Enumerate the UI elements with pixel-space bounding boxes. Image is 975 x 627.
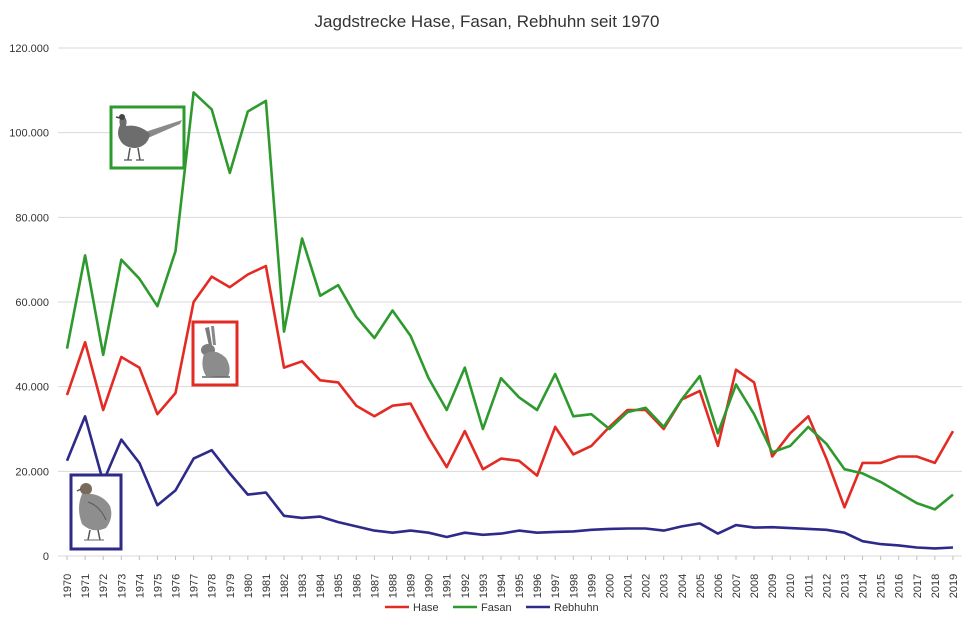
x-tick-label: 2016	[894, 574, 906, 598]
x-tick-label: 1984	[315, 574, 327, 598]
x-tick-label: 1986	[351, 574, 363, 598]
x-tick-label: 2005	[695, 574, 707, 598]
x-tick-label: 2009	[767, 574, 779, 598]
series-line-hase	[65, 264, 955, 509]
pheasant-icon	[109, 105, 186, 170]
x-tick-label: 1981	[261, 574, 273, 598]
x-tick-label: 2002	[641, 574, 653, 598]
x-tick-label: 2001	[623, 574, 635, 598]
x-tick-label: 1983	[297, 574, 309, 598]
y-axis-ticks: 0 20.000 40.000 60.000 80.000 100.000 120.000	[9, 43, 49, 563]
x-tick-label: 1982	[279, 574, 291, 598]
series-line-fasan	[65, 91, 954, 511]
x-tick-label: 1985	[333, 574, 345, 598]
x-tick-label: 2008	[749, 574, 761, 598]
x-tick-label: 2000	[604, 574, 616, 598]
x-tick-label: 1973	[116, 574, 128, 598]
x-axis: 1970 1971 1972 1973 1974 1975 1976 1977 1978 1979…	[62, 556, 960, 598]
x-tick-label: 1974	[134, 574, 146, 598]
legend-label-rebhuhn: Rebhuhn	[554, 602, 599, 614]
x-tick-label: 2011	[803, 574, 815, 598]
x-tick-label: 1988	[387, 574, 399, 598]
y-tick-label: 20.000	[15, 466, 49, 478]
x-tick-label: 1972	[98, 574, 110, 598]
x-tick-label: 1978	[207, 574, 219, 598]
x-tick-label: 1996	[532, 574, 544, 598]
x-tick-label: 1992	[460, 574, 472, 598]
x-tick-label: 1980	[243, 574, 255, 598]
y-tick-label: 60.000	[15, 297, 49, 309]
x-tick-label: 1987	[369, 574, 381, 598]
x-tick-label: 2014	[858, 574, 870, 598]
x-tick-label: 1971	[80, 574, 92, 598]
legend: Hase Fasan Rebhuhn	[385, 602, 599, 614]
y-tick-label: 40.000	[15, 382, 49, 394]
y-tick-label: 120.000	[9, 43, 49, 55]
x-tick-label: 2015	[876, 574, 888, 598]
y-tick-label: 100.000	[9, 128, 49, 140]
x-tick-label: 2007	[731, 574, 743, 598]
x-tick-label: 2017	[912, 574, 924, 598]
x-tick-label: 1994	[496, 574, 508, 598]
x-tick-label: 1989	[406, 574, 418, 598]
x-tick-label: 2019	[948, 574, 960, 598]
x-tick-label: 1979	[225, 574, 237, 598]
x-tick-label: 1998	[568, 574, 580, 598]
series-lines	[65, 91, 955, 550]
x-tick-label: 2004	[677, 574, 689, 598]
hare-icon	[191, 320, 239, 387]
x-tick-label: 1995	[514, 574, 526, 598]
chart-title: Jagdstrecke Hase, Fasan, Rebhuhn seit 19…	[315, 12, 660, 31]
x-tick-label: 1976	[171, 574, 183, 598]
x-tick-label: 1991	[442, 574, 454, 598]
x-tick-label: 1997	[550, 574, 562, 598]
x-tick-label: 1990	[424, 574, 436, 598]
x-tick-label: 1975	[152, 574, 164, 598]
x-tick-label: 2018	[930, 574, 942, 598]
x-tick-label: 2006	[713, 574, 725, 598]
x-tick-label: 1999	[586, 574, 598, 598]
legend-label-fasan: Fasan	[481, 602, 512, 614]
partridge-icon	[69, 473, 123, 551]
y-tick-label: 80.000	[15, 212, 49, 224]
x-tick-label: 2012	[821, 574, 833, 598]
y-tick-label: 0	[43, 551, 49, 563]
x-tick-label: 2010	[785, 574, 797, 598]
legend-label-hase: Hase	[413, 602, 439, 614]
x-tick-label: 1993	[478, 574, 490, 598]
x-tick-label: 1977	[189, 574, 201, 598]
x-tick-label: 1970	[62, 574, 74, 598]
x-tick-label: 2013	[839, 574, 851, 598]
x-tick-label: 2003	[659, 574, 671, 598]
series-line-rebhuhn	[65, 414, 954, 550]
